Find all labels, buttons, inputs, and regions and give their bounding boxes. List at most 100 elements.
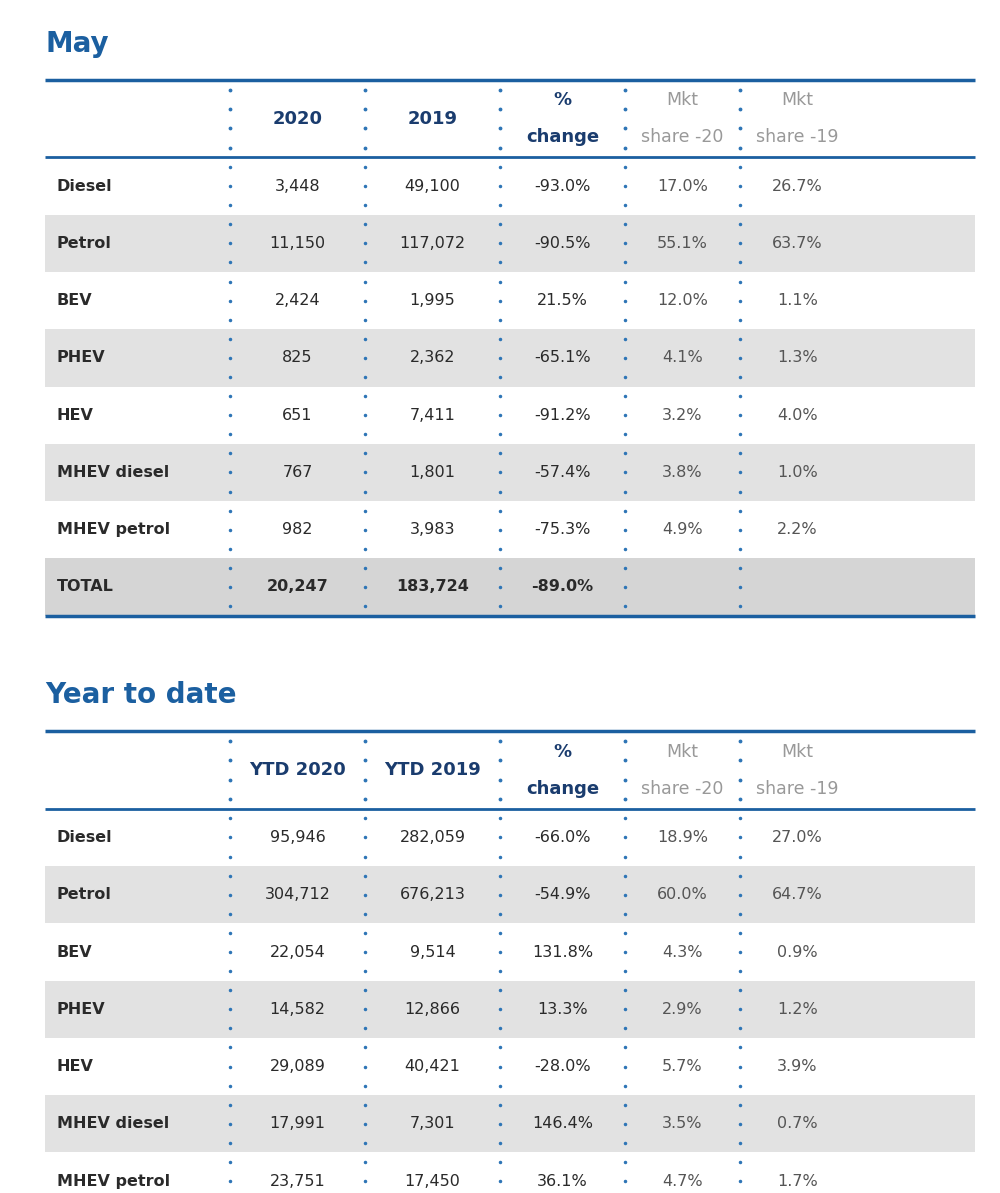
Text: 2019: 2019 (408, 110, 458, 128)
Bar (45, 558, 975, 616)
Text: share -19: share -19 (756, 129, 839, 147)
Text: 17.0%: 17.0% (657, 179, 708, 193)
Text: 982: 982 (282, 523, 313, 537)
Text: 825: 825 (282, 351, 313, 365)
Text: 4.3%: 4.3% (662, 945, 703, 959)
Text: -93.0%: -93.0% (534, 179, 591, 193)
Text: 9,514: 9,514 (410, 945, 455, 959)
Text: 117,072: 117,072 (399, 236, 466, 251)
Text: BEV: BEV (57, 293, 93, 308)
Text: May: May (45, 30, 109, 57)
Text: PHEV: PHEV (57, 351, 106, 365)
Text: 55.1%: 55.1% (657, 236, 708, 251)
Text: BEV: BEV (57, 945, 93, 959)
Text: 651: 651 (282, 408, 313, 422)
Text: 4.9%: 4.9% (662, 523, 703, 537)
Text: 26.7%: 26.7% (772, 179, 823, 193)
Bar (45, 272, 975, 329)
Text: 11,150: 11,150 (269, 236, 326, 251)
Text: MHEV petrol: MHEV petrol (57, 1174, 170, 1188)
Text: 3.5%: 3.5% (662, 1117, 703, 1131)
Text: 1,801: 1,801 (410, 465, 456, 480)
Bar (45, 215, 975, 272)
Text: 1.2%: 1.2% (777, 1002, 818, 1016)
Text: change: change (526, 129, 599, 147)
Text: 131.8%: 131.8% (532, 945, 593, 959)
Text: 304,712: 304,712 (265, 888, 330, 902)
Text: MHEV petrol: MHEV petrol (57, 523, 170, 537)
Bar (45, 329, 975, 387)
Text: Year to date: Year to date (45, 681, 237, 709)
Text: 1.3%: 1.3% (777, 351, 818, 365)
Text: 767: 767 (282, 465, 313, 480)
Bar (45, 809, 975, 866)
Text: -66.0%: -66.0% (534, 830, 591, 845)
Text: 7,301: 7,301 (410, 1117, 455, 1131)
Text: 1,995: 1,995 (410, 293, 455, 308)
Text: 7,411: 7,411 (410, 408, 455, 422)
Text: PHEV: PHEV (57, 1002, 106, 1016)
Text: 3,448: 3,448 (275, 179, 320, 193)
Text: -65.1%: -65.1% (534, 351, 591, 365)
Text: 27.0%: 27.0% (772, 830, 823, 845)
Text: 5.7%: 5.7% (662, 1059, 703, 1074)
Bar (45, 731, 975, 809)
Text: 2,424: 2,424 (275, 293, 320, 308)
Text: -57.4%: -57.4% (534, 465, 591, 480)
Text: -75.3%: -75.3% (534, 523, 591, 537)
Text: TOTAL: TOTAL (57, 580, 114, 594)
Text: 12,866: 12,866 (404, 1002, 460, 1016)
Text: 2.2%: 2.2% (777, 523, 818, 537)
Text: share -20: share -20 (641, 780, 724, 798)
Text: 4.1%: 4.1% (662, 351, 703, 365)
Text: -91.2%: -91.2% (534, 408, 591, 422)
Text: Diesel: Diesel (57, 830, 113, 845)
Text: 17,450: 17,450 (405, 1174, 460, 1188)
Text: 29,089: 29,089 (270, 1059, 325, 1074)
Text: 22,054: 22,054 (270, 945, 325, 959)
Text: 0.9%: 0.9% (777, 945, 818, 959)
Text: 23,751: 23,751 (270, 1174, 325, 1188)
Text: HEV: HEV (57, 1059, 94, 1074)
Text: 40,421: 40,421 (405, 1059, 460, 1074)
Bar (45, 501, 975, 558)
Bar (45, 866, 975, 923)
Bar (45, 80, 975, 157)
Text: share -19: share -19 (756, 780, 839, 798)
Text: %: % (553, 91, 572, 110)
Text: 1.0%: 1.0% (777, 465, 818, 480)
Text: 3.8%: 3.8% (662, 465, 703, 480)
Text: YTD 2019: YTD 2019 (384, 761, 481, 779)
Text: 2020: 2020 (272, 110, 322, 128)
Text: 63.7%: 63.7% (772, 236, 823, 251)
Text: 49,100: 49,100 (405, 179, 460, 193)
Text: MHEV diesel: MHEV diesel (57, 1117, 169, 1131)
Text: 2.9%: 2.9% (662, 1002, 703, 1016)
Bar (45, 444, 975, 501)
Text: MHEV diesel: MHEV diesel (57, 465, 169, 480)
Text: %: % (553, 742, 572, 761)
Text: 2,362: 2,362 (410, 351, 455, 365)
Text: 1.7%: 1.7% (777, 1174, 818, 1188)
Text: HEV: HEV (57, 408, 94, 422)
Text: 95,946: 95,946 (270, 830, 325, 845)
Text: share -20: share -20 (641, 129, 724, 147)
Text: -90.5%: -90.5% (534, 236, 591, 251)
Text: 12.0%: 12.0% (657, 293, 708, 308)
Bar (45, 387, 975, 444)
Text: 18.9%: 18.9% (657, 830, 708, 845)
Bar (45, 981, 975, 1038)
Text: 282,059: 282,059 (400, 830, 466, 845)
Text: 36.1%: 36.1% (537, 1174, 588, 1188)
Bar (45, 157, 975, 215)
Text: 146.4%: 146.4% (532, 1117, 593, 1131)
Text: 3,983: 3,983 (410, 523, 455, 537)
Text: -89.0%: -89.0% (531, 580, 594, 594)
Text: Mkt: Mkt (782, 742, 814, 761)
Text: 13.3%: 13.3% (537, 1002, 588, 1016)
Text: 60.0%: 60.0% (657, 888, 708, 902)
Text: 3.9%: 3.9% (777, 1059, 818, 1074)
Text: 4.7%: 4.7% (662, 1174, 703, 1188)
Text: 17,991: 17,991 (270, 1117, 326, 1131)
Bar (45, 1152, 975, 1193)
